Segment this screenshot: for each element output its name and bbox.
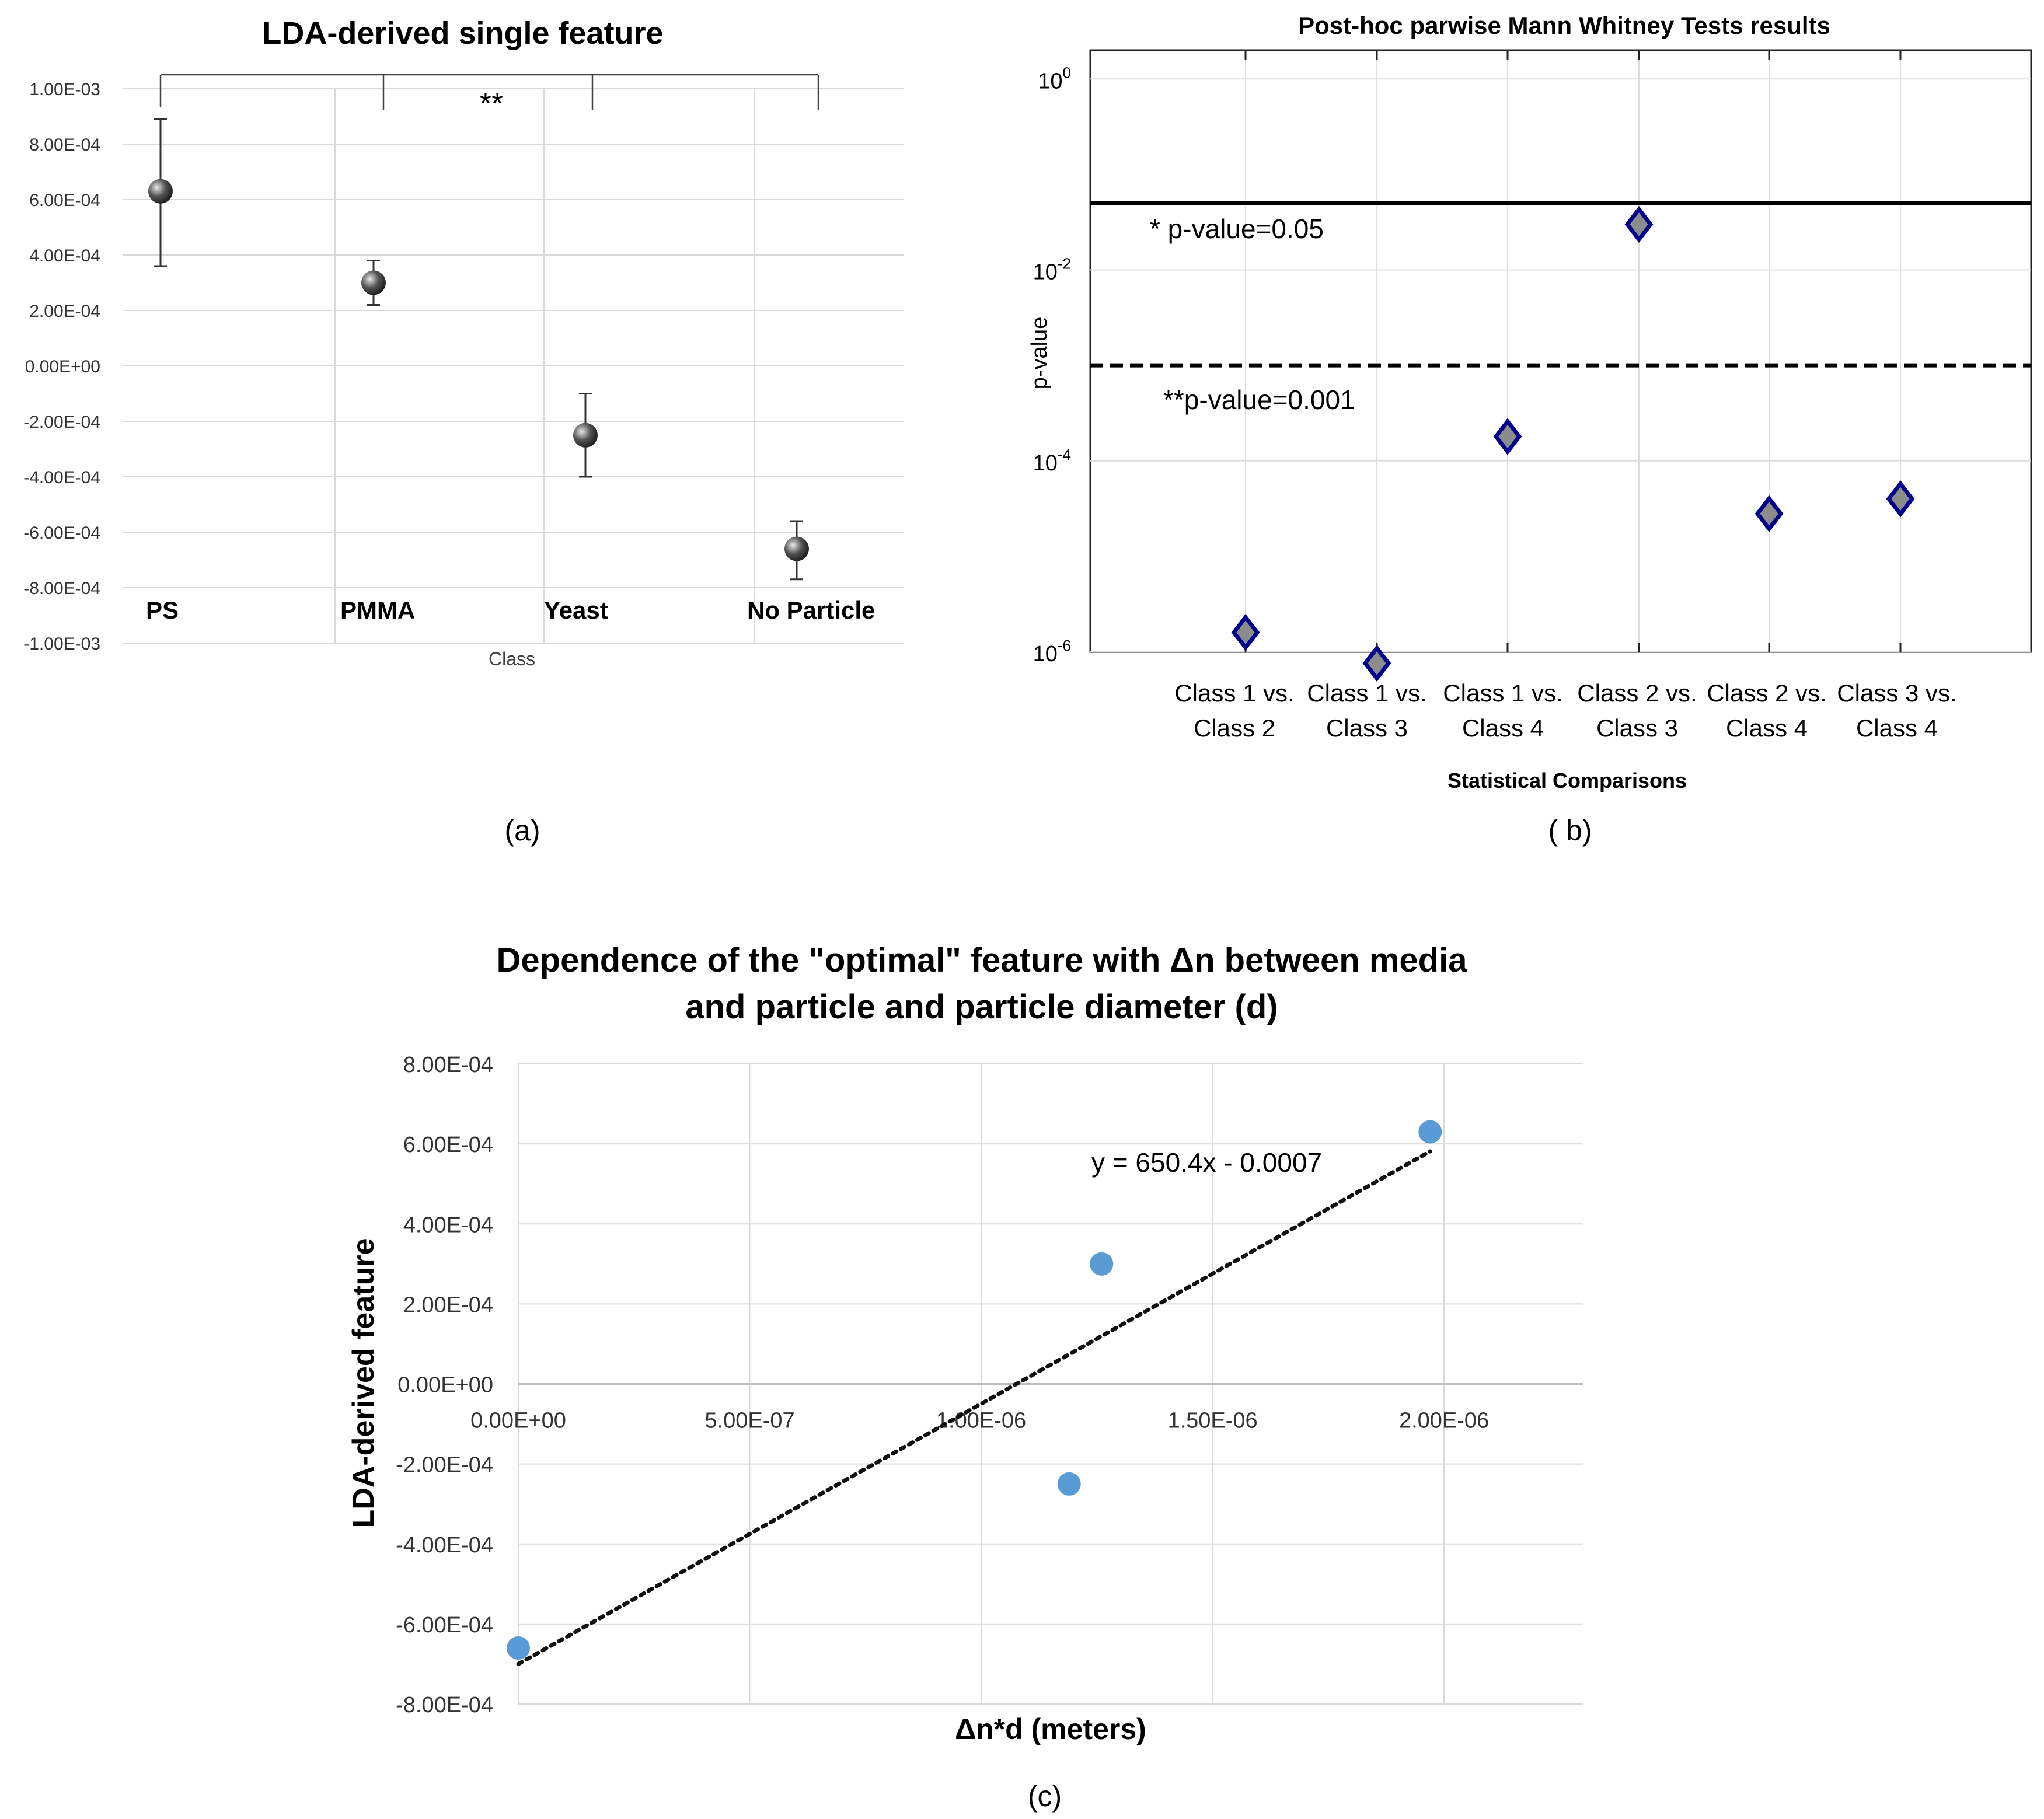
panel-c-label: (c) (1028, 1780, 1062, 1813)
y-tick-label: 4.00E-04 (403, 1213, 493, 1237)
y-tick-label: 2.00E-04 (403, 1293, 493, 1317)
panel-b-xlabel: Statistical Comparisons (1447, 769, 1687, 792)
panel-a-xlabel: Class (489, 648, 535, 669)
data-point (1231, 613, 1260, 651)
panel-b-plot-area: 100 10-2 10-4 10-6 * p-value=0.05 **p-value=0… (1033, 49, 2032, 742)
category-label: Yeast (544, 596, 608, 624)
x-tick-label: 0.00E+00 (470, 1409, 566, 1433)
panel-c-title-line-1: Dependence of the "optimal" feature with… (497, 941, 1468, 979)
threshold-label: * p-value=0.05 (1150, 214, 1324, 244)
panel-c-plot-area: 8.00E-04 6.00E-04 4.00E-04 2.00E-04 0.00E+00… (396, 1053, 1583, 1717)
y-tick-label: 0.00E+00 (397, 1373, 493, 1398)
panel-c: Dependence of the "optimal" feature with… (347, 941, 1583, 1813)
plot-frame (1089, 49, 2032, 653)
category-label-line-2: Class 4 (1462, 714, 1544, 742)
panel-c-xlabel: Δn*d (meters) (955, 1713, 1146, 1745)
x-tick-label: 2.00E-06 (1399, 1409, 1489, 1433)
category-label-line-1: Class 2 vs. (1577, 679, 1697, 707)
y-tick-label: 8.00E-04 (403, 1053, 493, 1077)
panel-a: LDA-derived single feature 1.00E-03 8.00E… (23, 16, 904, 847)
y-tick-label: 10-4 (1033, 446, 1071, 476)
data-point (1362, 644, 1391, 682)
data-point (1418, 1120, 1442, 1144)
category-label: PS (146, 596, 179, 624)
y-tick-label: 6.00E-04 (29, 191, 100, 210)
data-point (784, 536, 809, 561)
y-tick-label: -4.00E-04 (23, 468, 100, 487)
y-tick-label: -2.00E-04 (23, 413, 100, 432)
y-tick-label: 100 (1038, 64, 1071, 93)
panel-b-title: Post-hoc parwise Mann Whitney Tests resu… (1298, 12, 1830, 39)
y-tick-label: 0.00E+00 (25, 357, 100, 376)
y-tick-label: -1.00E-03 (23, 634, 100, 654)
x-tick-label: 5.00E-07 (704, 1409, 794, 1433)
y-tick-label: 2.00E-04 (29, 302, 100, 321)
y-tick-label: 4.00E-04 (29, 246, 100, 266)
y-tick-label: 10-2 (1033, 255, 1071, 285)
y-tick-label: 6.00E-04 (403, 1133, 493, 1157)
trendline (516, 1149, 1432, 1666)
data-point (1755, 495, 1784, 532)
data-point (1493, 418, 1522, 455)
x-tick-label: 1.50E-06 (1167, 1409, 1257, 1433)
y-tick-label: -2.00E-04 (396, 1453, 493, 1478)
category-label-line-1: Class 1 vs. (1443, 679, 1562, 707)
y-tick-label: -6.00E-04 (396, 1613, 493, 1638)
category-label-line-2: Class 4 (1726, 714, 1808, 742)
data-point (1090, 1252, 1114, 1276)
panel-b: Post-hoc parwise Mann Whitney Tests resu… (1027, 12, 2032, 847)
category-label-line-1: Class 1 vs. (1174, 679, 1294, 707)
panel-a-label: (a) (504, 814, 540, 847)
category-label-line-2: Class 3 (1326, 714, 1408, 742)
panel-c-title-line-2: and particle and particle diameter (d) (685, 988, 1278, 1026)
panel-c-ylabel: LDA-derived feature (347, 1238, 381, 1528)
panel-b-label: ( b) (1548, 814, 1592, 847)
data-point (1624, 205, 1654, 243)
category-label-line-2: Class 2 (1194, 714, 1275, 742)
category-label: PMMA (340, 596, 415, 624)
data-point (1057, 1472, 1081, 1496)
panel-a-title: LDA-derived single feature (262, 16, 663, 51)
y-tick-label: -8.00E-04 (23, 579, 100, 598)
y-tick-label: -6.00E-04 (23, 523, 100, 543)
data-point (148, 179, 173, 204)
panel-b-ylabel: p-value (1027, 317, 1052, 390)
panel-a-plot-area: 1.00E-03 8.00E-04 6.00E-04 4.00E-04 2.00E-04… (23, 74, 904, 654)
y-tick-label: 10-6 (1033, 637, 1071, 666)
threshold-label: **p-value=0.001 (1163, 385, 1355, 415)
data-point (1886, 480, 1915, 518)
data-point (573, 423, 598, 448)
y-tick-label: 1.00E-03 (29, 80, 100, 99)
category-label-line-1: Class 2 vs. (1707, 679, 1826, 707)
category-label-line-1: Class 3 vs. (1837, 679, 1956, 707)
data-point (507, 1636, 530, 1660)
data-point (361, 270, 386, 295)
y-tick-label: -4.00E-04 (396, 1533, 493, 1558)
y-tick-label: -8.00E-04 (396, 1693, 493, 1717)
y-tick-label: 8.00E-04 (29, 135, 100, 155)
category-label: No Particle (747, 596, 875, 624)
significance-label: ** (480, 87, 503, 121)
category-label-line-2: Class 4 (1856, 714, 1938, 742)
category-label-line-2: Class 3 (1596, 714, 1678, 742)
trendline-equation: y = 650.4x - 0.0007 (1091, 1147, 1322, 1178)
category-label-line-1: Class 1 vs. (1307, 679, 1426, 707)
